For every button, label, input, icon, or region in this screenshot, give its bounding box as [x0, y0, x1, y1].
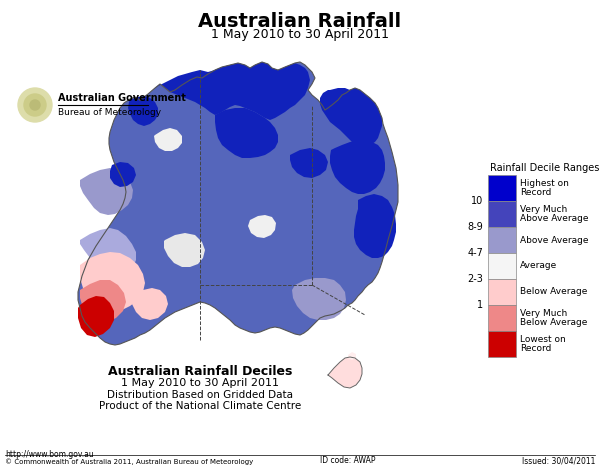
- Bar: [488, 331, 516, 357]
- Text: 2-3: 2-3: [467, 274, 483, 284]
- Polygon shape: [164, 233, 205, 267]
- Polygon shape: [80, 252, 145, 312]
- Text: Very Much
Above Average: Very Much Above Average: [520, 204, 589, 223]
- Polygon shape: [348, 352, 356, 360]
- Polygon shape: [80, 228, 136, 275]
- Polygon shape: [132, 288, 168, 320]
- Polygon shape: [292, 278, 346, 320]
- Text: Distribution Based on Gridded Data: Distribution Based on Gridded Data: [107, 390, 293, 400]
- Text: Very Much
Below Average: Very Much Below Average: [520, 309, 587, 327]
- Text: Australian Rainfall Deciles: Australian Rainfall Deciles: [108, 365, 292, 378]
- Text: Average: Average: [520, 262, 557, 271]
- Text: Below Average: Below Average: [520, 287, 587, 296]
- Bar: [488, 253, 516, 279]
- Bar: [488, 305, 516, 331]
- Bar: [488, 279, 516, 305]
- Text: Bureau of Meteorology: Bureau of Meteorology: [58, 107, 161, 116]
- Text: Issued: 30/04/2011: Issued: 30/04/2011: [521, 456, 595, 465]
- Text: http://www.bom.gov.au: http://www.bom.gov.au: [5, 450, 94, 459]
- Polygon shape: [290, 148, 328, 178]
- Polygon shape: [320, 88, 382, 148]
- Polygon shape: [78, 296, 114, 337]
- Text: Product of the National Climate Centre: Product of the National Climate Centre: [99, 401, 301, 411]
- Text: Australian Government: Australian Government: [58, 93, 186, 103]
- Text: Highest on
Record: Highest on Record: [520, 179, 569, 197]
- Text: ID code: AWAP: ID code: AWAP: [320, 456, 376, 465]
- Bar: [488, 201, 516, 227]
- Polygon shape: [328, 357, 362, 388]
- Circle shape: [24, 94, 46, 116]
- Text: 4-7: 4-7: [467, 248, 483, 258]
- Text: 10: 10: [471, 196, 483, 206]
- Text: Above Average: Above Average: [520, 235, 589, 244]
- Bar: [488, 227, 516, 253]
- Text: 8-9: 8-9: [467, 222, 483, 232]
- Polygon shape: [354, 194, 396, 258]
- Text: 1: 1: [477, 300, 483, 310]
- Polygon shape: [128, 96, 158, 126]
- Polygon shape: [110, 162, 136, 187]
- Polygon shape: [78, 62, 398, 345]
- Text: Rainfall Decile Ranges: Rainfall Decile Ranges: [490, 163, 599, 173]
- Polygon shape: [155, 62, 310, 120]
- Bar: [488, 175, 516, 201]
- Circle shape: [18, 88, 52, 122]
- Polygon shape: [80, 280, 126, 322]
- Text: Australian Rainfall: Australian Rainfall: [199, 12, 401, 31]
- Polygon shape: [80, 168, 133, 215]
- Circle shape: [30, 100, 40, 110]
- Text: 1 May 2010 to 30 April 2011: 1 May 2010 to 30 April 2011: [121, 378, 279, 388]
- Text: Lowest on
Record: Lowest on Record: [520, 335, 566, 353]
- Polygon shape: [215, 108, 278, 158]
- Text: 1 May 2010 to 30 April 2011: 1 May 2010 to 30 April 2011: [211, 28, 389, 41]
- Polygon shape: [154, 128, 182, 151]
- Text: © Commonwealth of Australia 2011, Australian Bureau of Meteorology: © Commonwealth of Australia 2011, Austra…: [5, 458, 253, 465]
- Polygon shape: [248, 215, 276, 238]
- Polygon shape: [330, 140, 385, 194]
